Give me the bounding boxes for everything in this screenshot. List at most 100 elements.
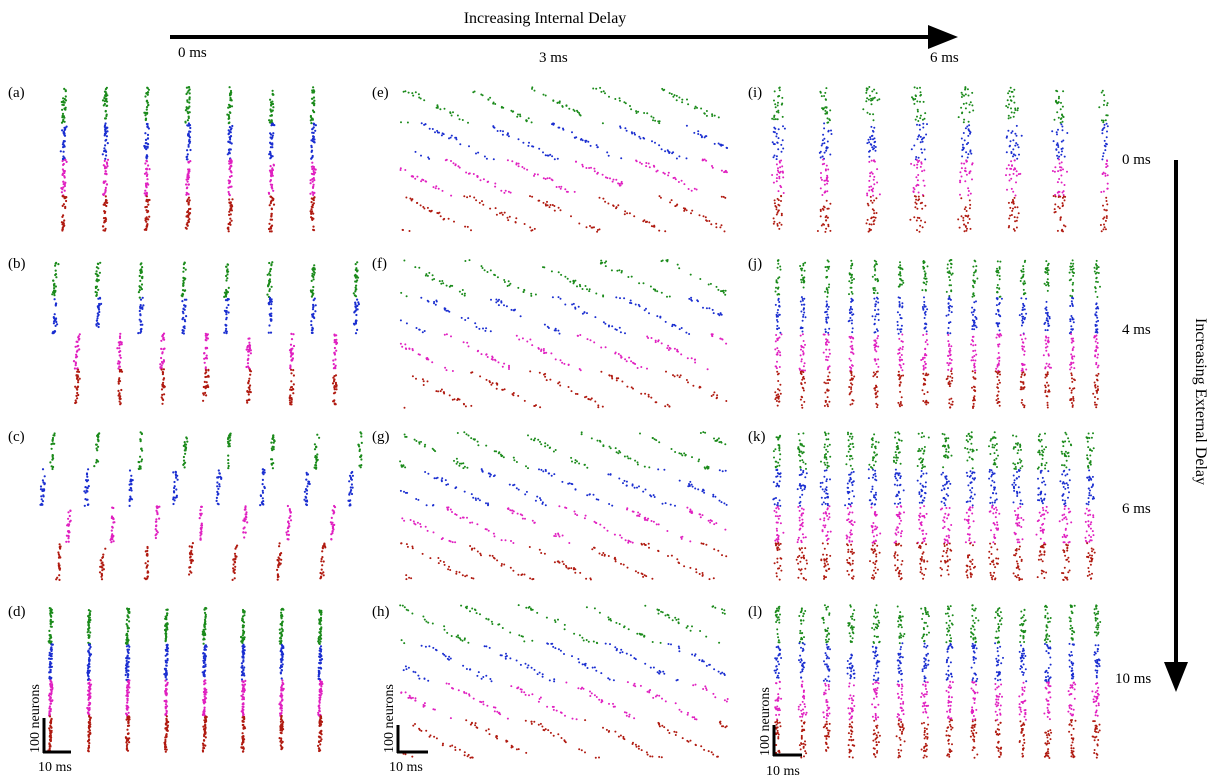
spike-dot [117, 367, 120, 370]
spike-dot [432, 449, 435, 451]
spike-dot [314, 310, 317, 313]
spike-dot [312, 86, 315, 89]
spike-dot [165, 735, 168, 738]
spike-dot [509, 566, 512, 569]
spike-dot [247, 365, 250, 368]
spike-dot [230, 174, 233, 178]
spike-dot [690, 296, 693, 299]
spike-dot [499, 212, 501, 215]
spike-dot [139, 328, 142, 331]
spike-dot [666, 347, 669, 350]
spike-dot [447, 568, 450, 571]
spike-dot [261, 478, 264, 481]
spike-dot [164, 661, 168, 664]
spike-dot [318, 690, 321, 693]
spike-dot [485, 444, 488, 447]
spike-dot [443, 563, 446, 566]
spike-dot [455, 570, 458, 573]
spike-dot [525, 490, 528, 493]
spike-dot [48, 729, 52, 732]
spike-dot [118, 350, 121, 354]
spike-dot [242, 703, 245, 706]
spike-dot [333, 353, 336, 356]
spike-dot [146, 223, 149, 226]
spike-dot [88, 725, 91, 728]
spike-dot [310, 320, 313, 323]
spike-dot [49, 677, 53, 680]
spike-dot [642, 282, 645, 285]
spike-dot [357, 301, 360, 304]
spike-dot [607, 325, 610, 328]
spike-dot [281, 655, 284, 658]
spike-dot [139, 313, 142, 316]
spike-dot [460, 316, 463, 319]
spike-dot [190, 551, 193, 555]
spike-dot [334, 381, 337, 384]
spike-dot [607, 555, 610, 557]
spike-dot [62, 162, 65, 166]
spike-dot [707, 466, 710, 468]
spike-dot [217, 492, 220, 495]
spike-dot [435, 299, 438, 302]
spike-dot [89, 631, 92, 634]
spike-dot [270, 441, 273, 444]
spike-dot [87, 738, 91, 742]
spike-dot [248, 388, 251, 391]
spike-dot [696, 106, 698, 109]
spike-dot [163, 699, 166, 703]
spike-dot [530, 294, 533, 297]
spike-dot [485, 157, 488, 160]
spike-dot [640, 366, 643, 368]
spike-dot [658, 195, 661, 198]
spike-dot [249, 370, 253, 373]
spike-dot [549, 153, 552, 156]
spike-dot [513, 309, 515, 312]
spike-dot [684, 453, 687, 456]
spike-dot [77, 393, 80, 397]
spike-dot [426, 206, 429, 209]
spike-dot [354, 276, 358, 279]
spike-dot [453, 220, 455, 223]
spike-dot [504, 539, 507, 542]
spike-dot [111, 533, 114, 536]
spike-dot [354, 288, 357, 291]
spike-dot [697, 133, 700, 135]
spike-dot [658, 122, 661, 125]
spike-dot [59, 556, 62, 559]
spike-dot [448, 394, 451, 397]
spike-dot [586, 288, 588, 291]
spike-dot [119, 356, 122, 359]
spike-dot [303, 490, 306, 493]
spike-dot [262, 473, 265, 476]
spike-dot [162, 368, 165, 371]
spike-dot [529, 370, 532, 373]
spike-dot [146, 554, 149, 557]
spike-dot [308, 480, 311, 483]
spike-dot [267, 301, 271, 304]
spike-dot [51, 467, 54, 471]
spike-dot [280, 695, 283, 698]
spike-dot [677, 350, 679, 353]
spike-dot [462, 462, 465, 465]
spike-dot [100, 572, 103, 576]
spike-dot [510, 540, 512, 542]
spike-dot [174, 473, 177, 476]
spike-dot [54, 264, 57, 267]
spike-dot [551, 155, 554, 158]
spike-dot [218, 472, 221, 475]
spike-dot [637, 511, 640, 514]
spike-dot [594, 400, 597, 403]
spike-dot [643, 309, 646, 312]
spike-dot [646, 367, 648, 370]
spike-dot [53, 287, 56, 290]
spike-dot [618, 99, 621, 102]
spike-dot [568, 542, 571, 544]
spike-dot [48, 675, 51, 679]
spike-dot [332, 512, 335, 515]
spike-dot [495, 450, 498, 453]
spike-dot [623, 455, 626, 458]
spike-dot [229, 213, 232, 216]
spike-dot [39, 488, 43, 491]
spike-dot [50, 655, 53, 658]
spike-dot [280, 647, 283, 650]
